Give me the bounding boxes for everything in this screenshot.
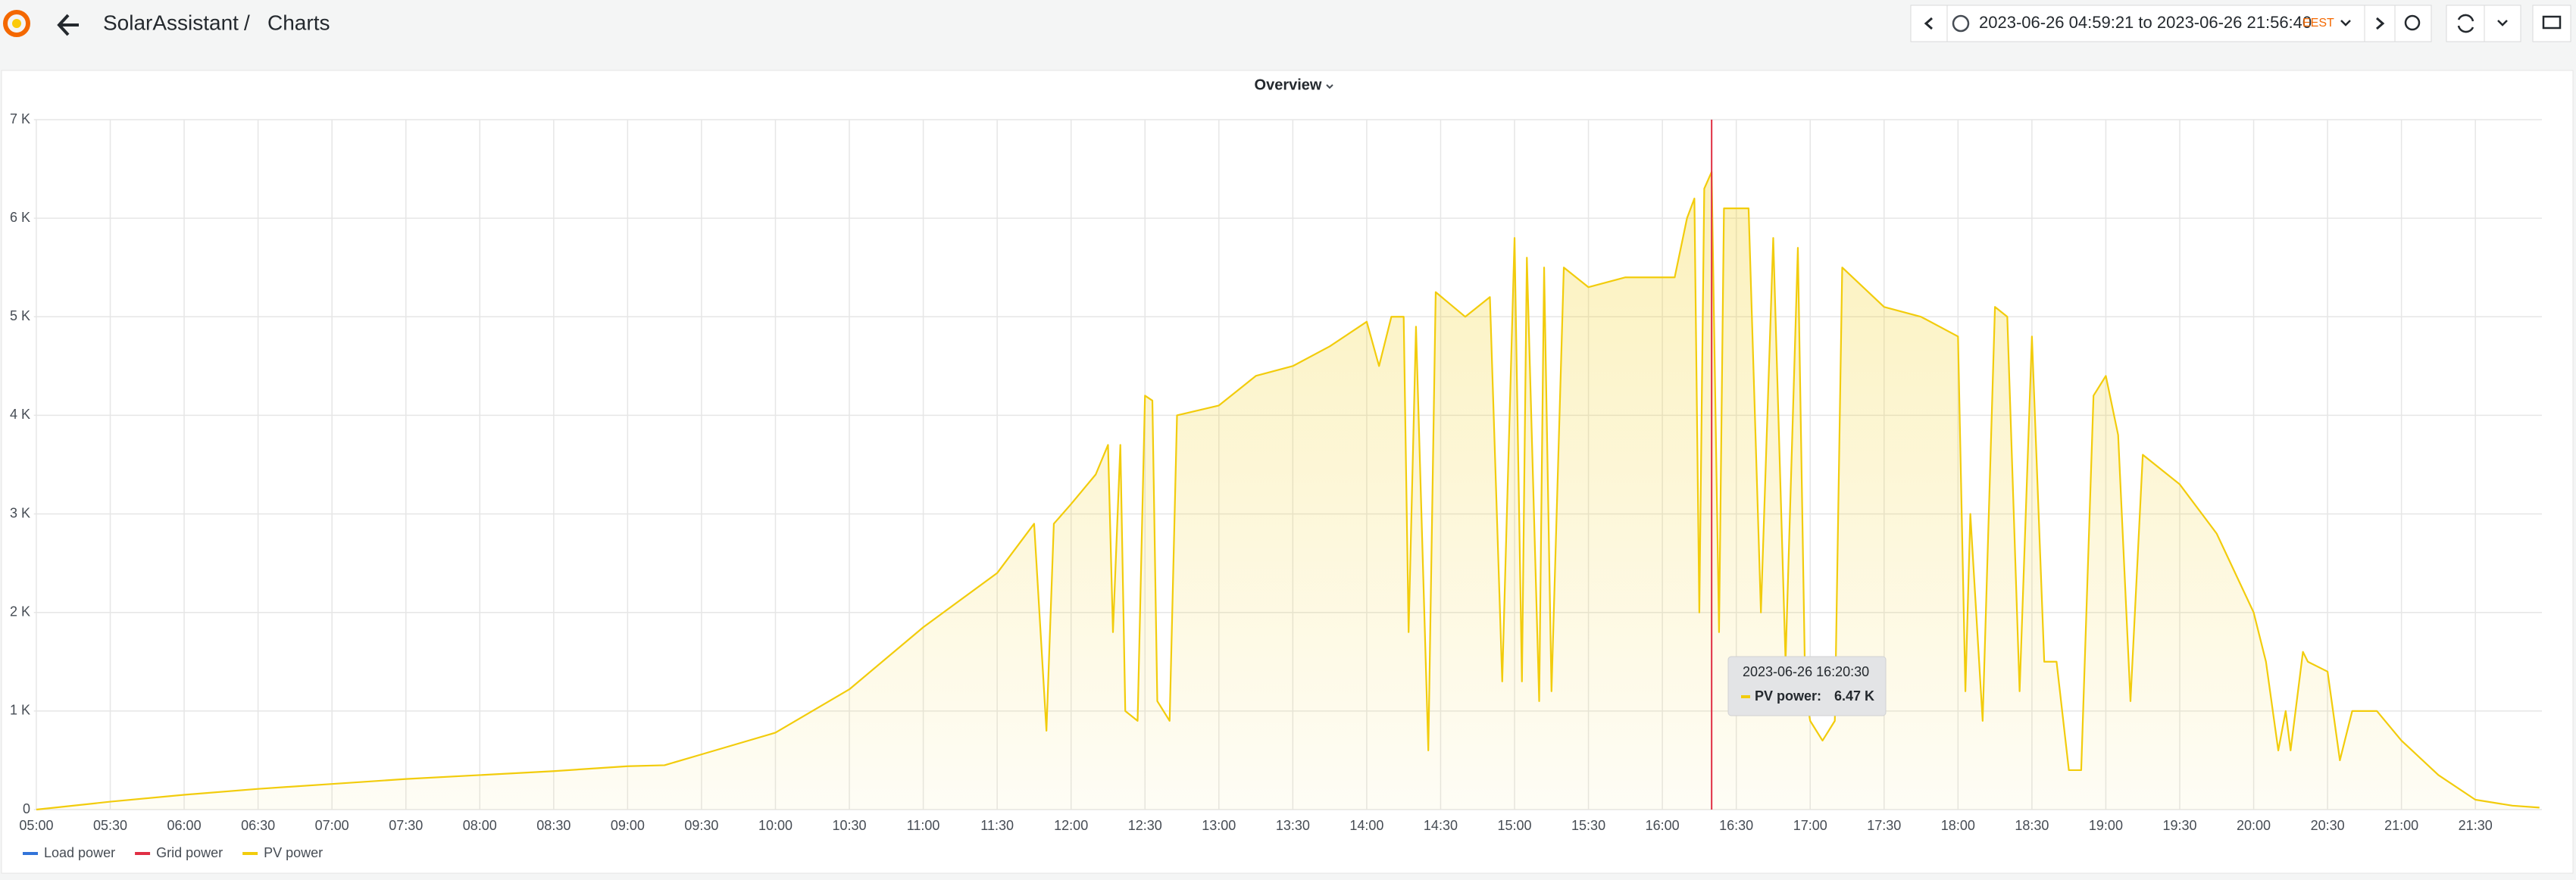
legend-label: Grid power bbox=[156, 845, 223, 860]
panel-title[interactable]: Overview bbox=[1255, 76, 1322, 93]
x-tick-label: 05:30 bbox=[93, 818, 127, 833]
x-tick-label: 08:00 bbox=[463, 818, 497, 833]
x-tick-label: 11:00 bbox=[907, 818, 940, 833]
y-tick-label: 7 K bbox=[10, 111, 30, 126]
x-tick-label: 12:30 bbox=[1128, 818, 1162, 833]
x-tick-label: 10:00 bbox=[758, 818, 792, 833]
x-tick-label: 10:30 bbox=[833, 818, 867, 833]
x-tick-label: 12:00 bbox=[1054, 818, 1088, 833]
y-tick-label: 0 bbox=[23, 801, 30, 816]
legend-label: PV power bbox=[264, 845, 323, 860]
tooltip-time: 2023-06-26 16:20:30 bbox=[1743, 664, 1869, 679]
legend-label: Load power bbox=[44, 845, 115, 860]
icon bbox=[2340, 20, 2351, 27]
breadcrumb-page: Charts bbox=[267, 11, 330, 34]
x-tick-label: 05:00 bbox=[19, 818, 53, 833]
refresh[interactable] bbox=[2446, 5, 2485, 42]
legend-swatch bbox=[23, 852, 38, 855]
y-tick-label: 6 K bbox=[10, 210, 30, 225]
x-tick-label: 17:00 bbox=[1793, 818, 1827, 833]
x-tick-label: 13:00 bbox=[1202, 818, 1236, 833]
legend-swatch bbox=[242, 852, 258, 855]
tooltip bbox=[1727, 656, 1887, 716]
y-tick-label: 3 K bbox=[10, 505, 30, 520]
x-tick-label: 17:30 bbox=[1867, 818, 1901, 833]
icon bbox=[2457, 14, 2474, 33]
x-tick-label: 20:00 bbox=[2237, 818, 2271, 833]
x-tick-label: 19:00 bbox=[2089, 818, 2123, 833]
series-line bbox=[36, 170, 2540, 811]
x-tick-label: 13:30 bbox=[1276, 818, 1310, 833]
time-back[interactable] bbox=[1910, 5, 1948, 42]
x-tick-label: 06:00 bbox=[167, 818, 202, 833]
tv-mode[interactable] bbox=[2532, 5, 2571, 42]
icon bbox=[2376, 17, 2385, 30]
x-tick-label: 16:30 bbox=[1719, 818, 1753, 833]
clock-icon bbox=[1952, 14, 1970, 33]
x-tick-label: 14:30 bbox=[1424, 818, 1458, 833]
grafana-logo[interactable] bbox=[3, 10, 30, 37]
series-area bbox=[36, 171, 2540, 810]
breadcrumb-separator: / bbox=[244, 11, 250, 34]
x-tick-label: 19:30 bbox=[2162, 818, 2196, 833]
grafana-logo-core bbox=[12, 19, 21, 28]
legend-swatch bbox=[135, 852, 151, 855]
x-tick-label: 18:00 bbox=[1941, 818, 1975, 833]
y-tick-label: 5 K bbox=[10, 308, 30, 323]
icon bbox=[2497, 20, 2508, 27]
zoom-out[interactable] bbox=[2394, 5, 2432, 42]
x-tick-label: 21:00 bbox=[2384, 818, 2418, 833]
x-tick-label: 06:30 bbox=[241, 818, 275, 833]
time-picker[interactable] bbox=[1946, 5, 2365, 42]
x-tick-label: 15:30 bbox=[1571, 818, 1605, 833]
x-tick-label: 15:00 bbox=[1497, 818, 1531, 833]
icon bbox=[1924, 17, 1933, 30]
x-tick-label: 08:30 bbox=[536, 818, 571, 833]
x-tick-label: 09:00 bbox=[611, 818, 645, 833]
y-tick-label: 1 K bbox=[10, 703, 30, 718]
x-tick-label: 14:00 bbox=[1349, 818, 1383, 833]
y-tick-label: 4 K bbox=[10, 407, 30, 422]
tooltip-series: PV power: bbox=[1755, 688, 1821, 704]
y-tick-label: 2 K bbox=[10, 604, 30, 619]
icon bbox=[2404, 14, 2421, 31]
x-tick-label: 07:00 bbox=[315, 818, 349, 833]
x-tick-label: 18:30 bbox=[2015, 818, 2049, 833]
x-tick-label: 11:30 bbox=[980, 818, 1014, 833]
tooltip-value: 6.47 K bbox=[1834, 688, 1874, 704]
back-button[interactable] bbox=[57, 14, 79, 36]
x-tick-label: 09:30 bbox=[684, 818, 718, 833]
icon bbox=[2542, 15, 2562, 30]
x-tick-label: 16:00 bbox=[1646, 818, 1680, 833]
x-tick-label: 20:30 bbox=[2311, 818, 2345, 833]
time-forward[interactable] bbox=[2364, 5, 2396, 42]
panel-menu-icon bbox=[1326, 84, 1333, 89]
time-zone: EEST bbox=[2302, 17, 2334, 30]
x-tick-label: 21:30 bbox=[2459, 818, 2493, 833]
refresh-interval[interactable] bbox=[2484, 5, 2521, 42]
breadcrumb-app[interactable]: SolarAssistant bbox=[103, 11, 239, 34]
time-range: 2023-06-26 04:59:21 to 2023-06-26 21:56:… bbox=[1979, 13, 2312, 32]
tooltip-swatch bbox=[1741, 695, 1750, 698]
x-tick-label: 07:30 bbox=[389, 818, 423, 833]
